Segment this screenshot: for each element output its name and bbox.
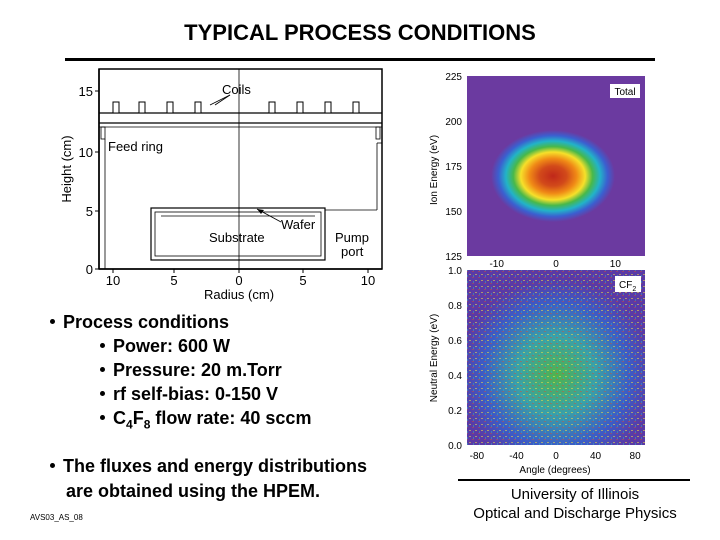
bullet-icon xyxy=(100,342,105,348)
slide-id: AVS03_AS_08 xyxy=(30,513,83,522)
ion-energy-chart: Total 225 200 175 150 125 -10 0 10 Ion Energy … xyxy=(429,72,645,270)
university-divider xyxy=(458,479,690,481)
reactor-y-tick: 5 xyxy=(86,204,93,219)
coil-segments xyxy=(112,101,360,114)
reactor-y-tick: 15 xyxy=(79,84,93,99)
reactor-x-axis-label: Radius (cm) xyxy=(204,287,274,302)
neutral-legend-label: CF2 xyxy=(619,280,636,293)
neutral-y-tick-label: 0.4 xyxy=(448,371,462,382)
university-block: University of Illinois Optical and Disch… xyxy=(440,485,710,523)
ion-y-tick-label: 175 xyxy=(445,162,462,173)
ion-y-tick-label: 225 xyxy=(445,72,462,83)
ion-y-tick-label: 125 xyxy=(445,252,462,263)
neutral-x-tick-label: 80 xyxy=(630,451,642,462)
reactor-x-tick: 5 xyxy=(170,273,177,288)
substrate-label: Substrate xyxy=(209,230,265,245)
bullet-icon xyxy=(100,366,105,372)
reactor-x-tick: 5 xyxy=(299,273,306,288)
title-divider xyxy=(65,58,655,61)
reactor-x-tick: 10 xyxy=(361,273,375,288)
bullet-icon xyxy=(100,390,105,396)
neutral-y-tick-label: 0.2 xyxy=(448,406,462,417)
conditions-heading: Process conditions xyxy=(50,312,229,333)
ion-y-axis-label: Ion Energy (eV) xyxy=(429,135,440,205)
neutral-y-tick-label: 0.6 xyxy=(448,336,462,347)
neutral-x-tick-label: 0 xyxy=(553,451,559,462)
neutral-legend-box xyxy=(615,276,641,292)
condition-item: Pressure: 20 m.Torr xyxy=(100,360,282,381)
coils-label: Coils xyxy=(222,82,251,97)
reactor-diagram: Coils Feed ring Wafer Substrate Pump por… xyxy=(59,68,383,302)
bullet-icon xyxy=(50,462,55,468)
university-name: University of Illinois xyxy=(510,486,640,503)
ion-x-tick-label: -10 xyxy=(489,259,504,270)
neutral-y-tick-label: 1.0 xyxy=(448,266,462,277)
ion-legend-label: Total xyxy=(614,87,635,98)
ion-x-tick-label: 0 xyxy=(553,259,559,270)
ion-legend-box xyxy=(610,84,640,98)
neutral-x-tick-label: -40 xyxy=(509,451,524,462)
slide-title: TYPICAL PROCESS CONDITIONS xyxy=(184,20,536,45)
ion-x-tick-label: 10 xyxy=(610,259,622,270)
neutral-y-axis-label: Neutral Energy (eV) xyxy=(429,314,440,402)
bullet-icon xyxy=(50,318,55,324)
feed-ring-label: Feed ring xyxy=(108,139,163,154)
reactor-y-tick: 10 xyxy=(79,145,93,160)
reactor-y-axis-label: Height (cm) xyxy=(59,135,74,202)
substrate-pedestal xyxy=(150,207,326,261)
neutral-y-tick-label: 0.8 xyxy=(448,301,462,312)
condition-item: C4F8 flow rate: 40 sccm xyxy=(100,408,311,432)
group-name: Optical and Discharge Physics xyxy=(473,505,677,522)
reactor-y-tick: 0 xyxy=(86,262,93,277)
neutral-x-tick-label: -80 xyxy=(470,451,485,462)
pump-label: Pump xyxy=(335,230,369,245)
reactor-wall xyxy=(98,68,383,270)
wafer-label: Wafer xyxy=(281,217,316,232)
neutral-energy-chart: CF2 1.0 0.8 0.6 0.4 0.2 0.0 -80 -40 0 40 80 Angle… xyxy=(429,266,645,476)
ion-y-tick-label: 200 xyxy=(445,117,462,128)
reactor-x-tick: 0 xyxy=(235,273,242,288)
fluxes-line-1: The fluxes and energy distributions xyxy=(50,456,367,477)
neutral-x-axis-label: Angle (degrees) xyxy=(519,465,590,476)
condition-item: rf self-bias: 0-150 V xyxy=(100,384,278,405)
neutral-y-tick-label: 0.0 xyxy=(448,441,462,452)
condition-item: Power: 600 W xyxy=(100,336,230,357)
bullet-icon xyxy=(100,414,105,420)
port-label: port xyxy=(341,244,364,259)
ion-distribution-blob xyxy=(491,130,615,222)
fluxes-line-2: are obtained using the HPEM. xyxy=(66,481,321,501)
reactor-x-tick: 10 xyxy=(106,273,120,288)
ion-y-tick-label: 150 xyxy=(445,207,462,218)
neutral-x-tick-label: 40 xyxy=(590,451,602,462)
